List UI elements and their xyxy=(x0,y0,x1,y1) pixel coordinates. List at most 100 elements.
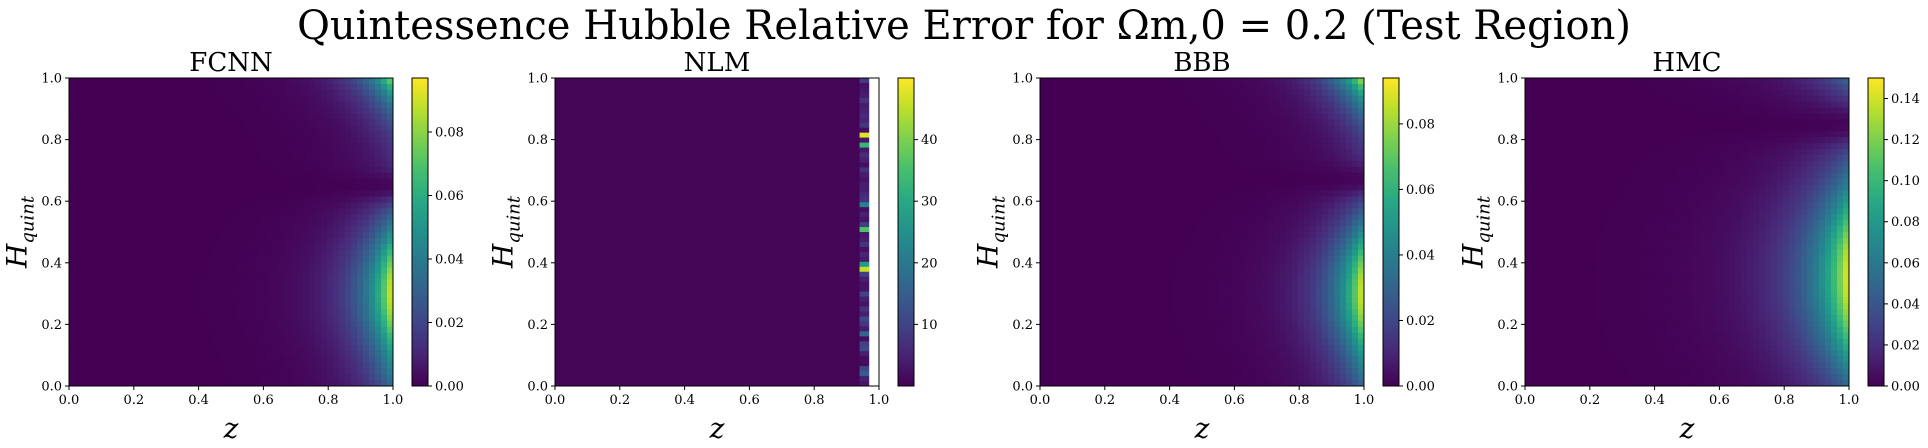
heatmap-cell xyxy=(189,291,196,298)
heatmap-cell xyxy=(207,101,214,109)
heatmap-cell xyxy=(93,374,100,381)
heatmap-cell xyxy=(165,137,172,144)
heatmap-cell xyxy=(159,291,166,298)
heatmap-cell xyxy=(105,83,112,91)
heatmap-cell xyxy=(207,184,214,191)
heatmap-cell xyxy=(153,202,160,209)
heatmap-cell xyxy=(153,237,160,245)
heatmap-cell xyxy=(105,261,112,268)
heatmap-cell xyxy=(249,232,256,239)
heatmap-cell xyxy=(279,297,286,304)
heatmap-cell xyxy=(99,362,106,369)
heatmap-cell xyxy=(147,332,154,340)
heatmap-cell xyxy=(159,350,166,357)
heatmap-cell xyxy=(201,125,208,132)
heatmap-cell xyxy=(219,78,226,85)
heatmap-cell xyxy=(153,297,160,304)
heatmap-cell xyxy=(249,314,256,322)
heatmap-cell xyxy=(171,78,178,85)
heatmap-cell xyxy=(93,220,100,227)
heatmap-cell xyxy=(183,237,190,245)
heatmap-cell xyxy=(273,362,280,369)
heatmap-cell xyxy=(93,380,100,387)
heatmap-cell xyxy=(243,249,250,257)
heatmap-cell xyxy=(243,297,250,304)
heatmap-cell xyxy=(135,320,142,328)
heatmap-cell xyxy=(105,314,112,322)
heatmap-cell xyxy=(111,149,118,156)
heatmap-cell xyxy=(279,344,286,351)
heatmap-cell xyxy=(285,202,292,209)
heatmap-cell xyxy=(99,338,106,345)
heatmap-cell xyxy=(81,332,88,340)
heatmap-cell xyxy=(147,285,154,292)
heatmap-cell xyxy=(273,297,280,304)
panel-title: FCNN xyxy=(189,48,273,78)
heatmap-cell xyxy=(153,143,160,150)
heatmap-cell xyxy=(153,125,160,132)
heatmap-cell xyxy=(171,309,178,316)
heatmap-cell xyxy=(207,261,214,268)
heatmap-cell xyxy=(237,279,244,286)
heatmap-cell xyxy=(243,220,250,227)
heatmap-cell xyxy=(177,125,184,132)
heatmap-cell xyxy=(207,125,214,132)
heatmap-cell xyxy=(261,220,268,227)
heatmap-cell xyxy=(189,362,196,369)
heatmap-cell xyxy=(207,160,214,168)
heatmap-cell xyxy=(111,178,118,186)
heatmap-cell xyxy=(183,350,190,357)
heatmap-cell xyxy=(165,89,172,97)
heatmap-cell xyxy=(207,314,214,322)
heatmap-cell xyxy=(225,350,232,357)
heatmap-cell xyxy=(111,303,118,310)
heatmap-cell xyxy=(225,166,232,174)
heatmap-cell xyxy=(117,107,124,114)
heatmap-cell xyxy=(213,273,220,280)
heatmap-cell xyxy=(141,332,148,340)
heatmap-cell xyxy=(183,155,190,162)
heatmap-cell xyxy=(219,143,226,150)
heatmap-cell xyxy=(219,89,226,97)
heatmap-cell xyxy=(111,83,118,91)
heatmap-cell xyxy=(165,131,172,138)
heatmap-cell xyxy=(189,261,196,268)
heatmap-cell xyxy=(201,273,208,280)
heatmap-cell xyxy=(171,196,178,203)
heatmap-cell xyxy=(285,362,292,369)
heatmap-cell xyxy=(213,332,220,340)
heatmap-cell xyxy=(255,202,262,209)
heatmap-cell xyxy=(297,303,304,310)
heatmap-cell xyxy=(147,338,154,345)
heatmap-cell xyxy=(99,368,106,375)
heatmap-cell xyxy=(291,261,298,268)
heatmap-cell xyxy=(153,131,160,138)
heatmap-cell xyxy=(231,113,238,120)
heatmap-cell xyxy=(87,143,94,150)
heatmap-cell xyxy=(297,95,304,103)
heatmap-cell xyxy=(177,350,184,357)
heatmap-cell xyxy=(291,95,298,103)
heatmap-cell xyxy=(153,380,160,387)
heatmap-cell xyxy=(105,249,112,257)
heatmap-cell xyxy=(261,202,268,209)
heatmap-cell xyxy=(297,178,304,186)
heatmap-cell xyxy=(201,285,208,292)
heatmap-cell xyxy=(177,267,184,274)
heatmap-cell xyxy=(189,149,196,156)
heatmap-cell xyxy=(195,267,202,274)
heatmap-cell xyxy=(153,166,160,174)
heatmap-cell xyxy=(207,95,214,103)
heatmap-cell xyxy=(141,232,148,239)
heatmap-cell xyxy=(99,160,106,168)
heatmap-cell xyxy=(93,107,100,114)
heatmap-cell xyxy=(207,309,214,316)
heatmap-cell xyxy=(285,243,292,251)
heatmap-cell xyxy=(297,249,304,257)
heatmap-cell xyxy=(261,95,268,103)
heatmap-cell xyxy=(117,190,124,197)
heatmap-cell xyxy=(285,178,292,186)
heatmap-cell xyxy=(249,237,256,245)
heatmap-cell xyxy=(153,220,160,227)
